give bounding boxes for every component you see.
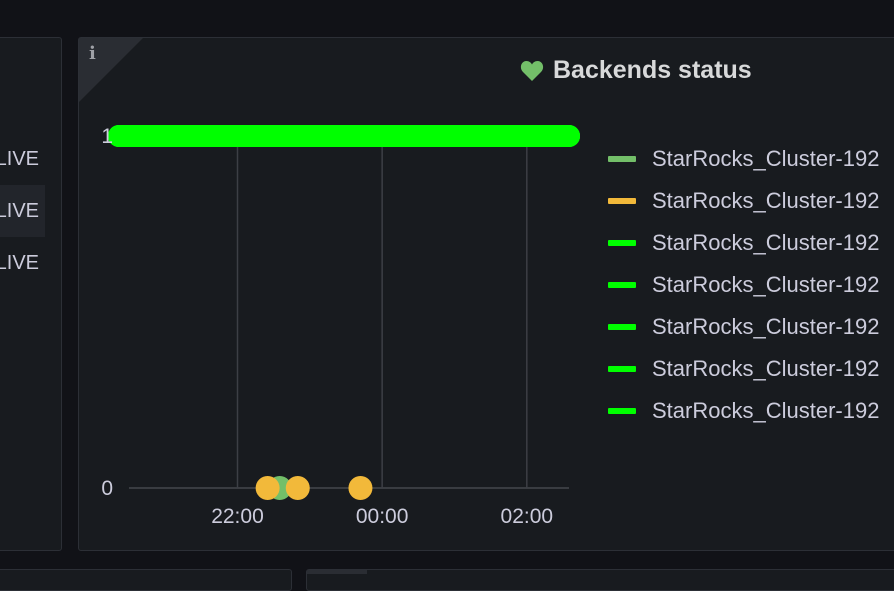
legend-item[interactable]: StarRocks_Cluster-192 xyxy=(608,306,879,348)
legend-item[interactable]: StarRocks_Cluster-192 xyxy=(608,348,879,390)
data-point xyxy=(255,476,280,500)
legend-item[interactable]: StarRocks_Cluster-192 xyxy=(608,390,879,432)
state-text: LIVE xyxy=(0,251,39,274)
legend-swatch xyxy=(608,282,636,288)
state-row-3[interactable]: LIVE xyxy=(0,237,45,289)
x-tick-label: 02:00 xyxy=(501,505,554,528)
y-tick-label: 0 xyxy=(101,477,113,500)
legend-swatch xyxy=(608,408,636,414)
legend-label: StarRocks_Cluster-192 xyxy=(652,188,880,213)
legend-label: StarRocks_Cluster-192 xyxy=(652,314,880,339)
legend-label: StarRocks_Cluster-192 xyxy=(652,146,880,171)
legend-item[interactable]: StarRocks_Cluster-192 xyxy=(608,222,879,264)
state-text: LIVE xyxy=(0,147,39,170)
bottom-right-corner xyxy=(307,570,367,574)
legend-label: StarRocks_Cluster-192 xyxy=(652,398,880,423)
y-tick-label: 1 xyxy=(101,125,113,148)
legend-swatch xyxy=(608,198,636,204)
legend-swatch xyxy=(608,366,636,372)
x-tick-label: 00:00 xyxy=(356,505,409,528)
info-corner[interactable] xyxy=(79,38,143,102)
legend-label: StarRocks_Cluster-192 xyxy=(652,230,880,255)
state-text: LIVE xyxy=(0,199,39,222)
state-row-2[interactable]: LIVE xyxy=(0,185,45,237)
panel-title-text: Backends status xyxy=(553,56,752,84)
heart-icon xyxy=(520,60,544,81)
legend-item[interactable]: StarRocks_Cluster-192 xyxy=(608,138,879,180)
legend-label: StarRocks_Cluster-192 xyxy=(652,356,880,381)
legend-swatch xyxy=(608,240,636,246)
legend: StarRocks_Cluster-192 StarRocks_Cluster-1… xyxy=(608,138,879,432)
legend-item[interactable]: StarRocks_Cluster-192 xyxy=(608,180,879,222)
data-point xyxy=(348,476,373,500)
panel-title: Backends status xyxy=(520,56,752,85)
legend-label: StarRocks_Cluster-192 xyxy=(652,272,880,297)
info-icon[interactable]: i xyxy=(89,43,96,64)
bottom-left-panel xyxy=(0,569,292,591)
x-tick-label: 22:00 xyxy=(211,505,264,528)
state-row-1[interactable]: LIVE xyxy=(0,133,45,185)
left-panel: LIVE LIVE LIVE xyxy=(0,37,62,551)
backends-status-panel: i Backends status 22:00 00:00 02:00 1 0 Star… xyxy=(78,37,894,551)
legend-swatch xyxy=(608,156,636,162)
legend-item[interactable]: StarRocks_Cluster-192 xyxy=(608,264,879,306)
legend-swatch xyxy=(608,324,636,330)
data-point xyxy=(285,476,310,500)
bottom-right-panel xyxy=(306,569,894,591)
chart: 22:00 00:00 02:00 1 0 xyxy=(101,125,580,528)
